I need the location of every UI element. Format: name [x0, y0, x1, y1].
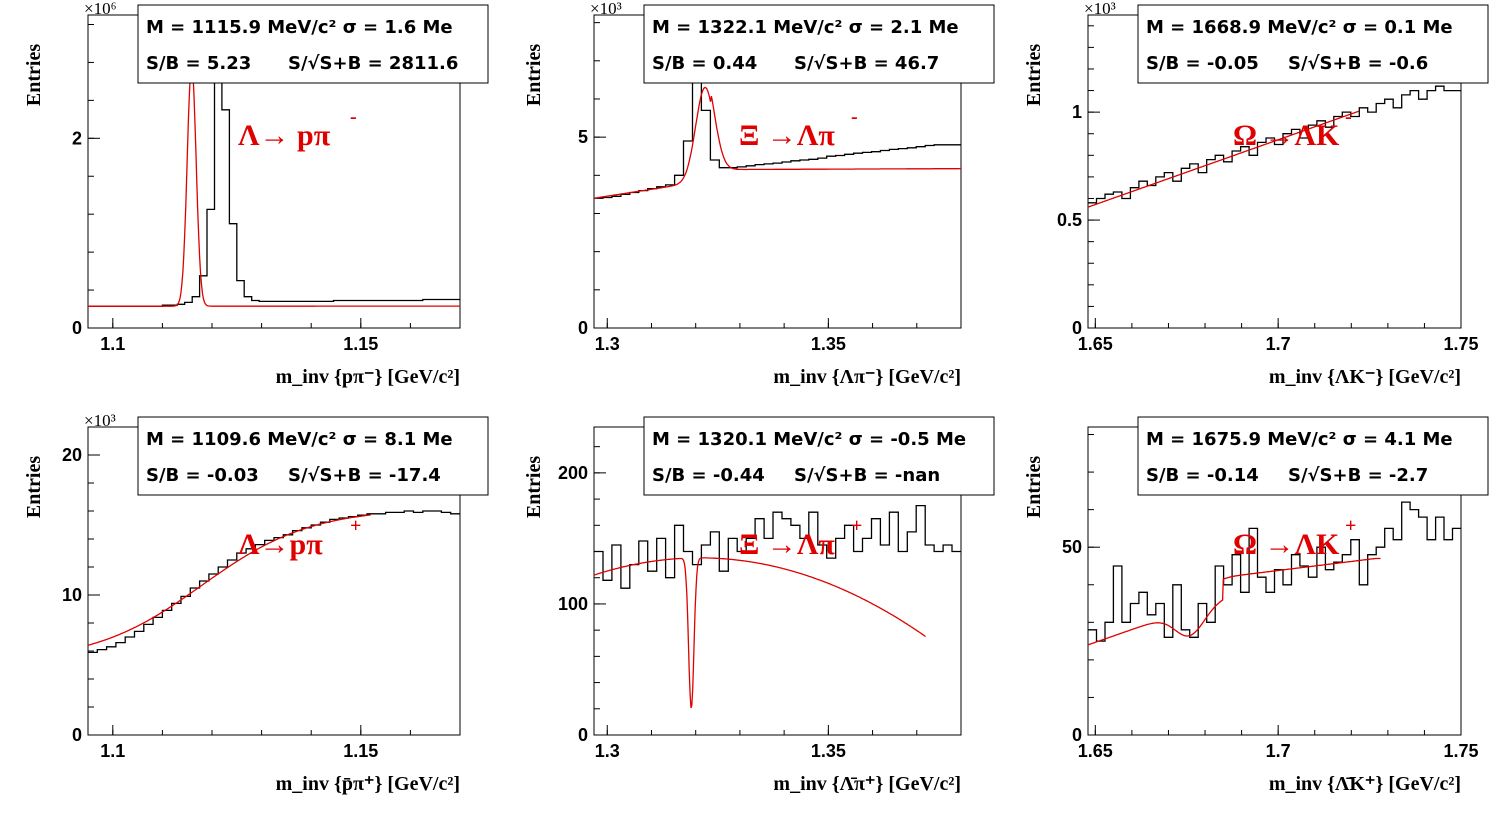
x-tick-label: 1.1 [100, 334, 125, 354]
decay-label-charge: + [350, 515, 361, 537]
x-axis-label: m_inv {Λπ⁻} [GeV/c²] [773, 366, 961, 388]
stats-significance-line: S/√S+B = 2811.6 [288, 53, 458, 74]
y-multiplier: ×10³ [84, 411, 116, 430]
stats-box [137, 4, 489, 84]
y-tick-label: 10 [62, 585, 82, 605]
y-axis-label: Entries [1023, 44, 1045, 106]
x-tick-label: 1.3 [595, 334, 620, 354]
x-tick-label: 1.65 [1078, 334, 1113, 354]
fit-curve [593, 86, 961, 199]
stats-significance-line: S/√S+B = -0.6 [1288, 53, 1428, 74]
decay-label: Ξ →Λπ [739, 528, 835, 561]
decay-label: Ω →ΛK [1233, 119, 1340, 152]
y-tick-label: 50 [1062, 537, 1082, 557]
stats-significance-line: S/√S+B = -2.7 [1288, 465, 1428, 486]
x-tick-label: 1.7 [1266, 334, 1291, 354]
y-tick-label: 100 [558, 594, 588, 614]
fit-curve [87, 514, 371, 646]
y-tick-label: 0 [578, 725, 588, 745]
stats-sb-line: S/B = -0.03 [146, 465, 259, 486]
x-tick-label: 1.7 [1266, 741, 1291, 761]
x-axis-label: m_inv {Λ̄π⁺} [GeV/c²] [773, 773, 961, 795]
stats-mass-line: M = 1322.1 MeV/c² σ = 2.1 Me [652, 17, 959, 38]
chart-panel-antixi: 1.3 1.35 0 100 200 Entries m_inv {Λ̄π⁺} [GeV/c… [523, 416, 995, 795]
stats-box [643, 416, 995, 496]
stats-mass-line: M = 1320.1 MeV/c² σ = -0.5 Me [652, 429, 966, 450]
y-tick-label: 0 [72, 725, 82, 745]
x-tick-label: 1.1 [100, 741, 125, 761]
chart-panel-xi: 1.3 1.35 0 5 ×10³ Entries m_inv {Λπ⁻} [GeV/c²]… [523, 0, 995, 388]
fit-curve [1087, 557, 1381, 646]
histogram-series [88, 47, 460, 307]
decay-label: Λ→pπ [238, 528, 323, 561]
y-tick-label: 0 [72, 318, 82, 338]
histogram-series [88, 510, 460, 654]
x-axis-label: m_inv {p̄π⁺} [GeV/c²] [276, 773, 460, 795]
y-axis-label: Entries [523, 456, 545, 518]
stats-box [1137, 4, 1489, 84]
stats-mass-line: M = 1675.9 MeV/c² σ = 4.1 Me [1146, 429, 1453, 450]
decay-label-charge: - [851, 106, 858, 128]
stats-sb-line: S/B = -0.44 [652, 465, 765, 486]
stats-box [137, 416, 489, 496]
y-tick-label: 0 [578, 318, 588, 338]
x-axis-label: m_inv {ΛK⁻} [GeV/c²] [1269, 366, 1461, 388]
fit-curve [88, 64, 460, 307]
x-tick-label: 1.15 [343, 741, 378, 761]
y-multiplier: ×10³ [590, 0, 622, 18]
y-axis-label: Entries [23, 456, 45, 518]
stats-sb-line: S/B = -0.05 [1146, 53, 1259, 74]
x-tick-label: 1.3 [595, 741, 620, 761]
stats-mass-line: M = 1115.9 MeV/c² σ = 1.6 Me [146, 17, 453, 38]
decay-label: Λ→ pπ [238, 119, 331, 152]
stats-sb-line: S/B = 0.44 [652, 53, 757, 74]
x-tick-label: 1.35 [811, 334, 846, 354]
decay-label: Ω →ΛK [1233, 528, 1340, 561]
stats-significance-line: S/√S+B = -17.4 [288, 465, 441, 486]
chart-panel-omega: 1.65 1.7 1.75 0 0.5 1 ×10³ Entries m_inv {ΛK⁻} [… [1023, 0, 1489, 388]
y-tick-label: 20 [62, 445, 82, 465]
stats-box [643, 4, 995, 84]
chart-panel-lambda: 1.1 1.15 0 2 ×10⁶ Entries m_inv {pπ⁻} [GeV/c²]… [23, 0, 489, 388]
x-tick-label: 1.35 [811, 741, 846, 761]
histogram-series [1088, 501, 1461, 642]
x-axis-label: m_inv {Λ̄K⁺} [GeV/c²] [1269, 773, 1461, 795]
fit-curve [1087, 110, 1359, 208]
decay-label-charge: + [1345, 515, 1356, 537]
y-axis-label: Entries [1023, 456, 1045, 518]
stats-mass-line: M = 1109.6 MeV/c² σ = 8.1 Me [146, 429, 453, 450]
y-multiplier: ×10³ [1084, 0, 1116, 18]
decay-label: Ξ →Λπ [739, 119, 835, 152]
y-axis-label: Entries [523, 44, 545, 106]
y-multiplier: ×10⁶ [84, 0, 117, 18]
histogram-series [594, 504, 961, 589]
y-tick-label: 2 [72, 128, 82, 148]
stats-mass-line: M = 1668.9 MeV/c² σ = 0.1 Me [1146, 17, 1453, 38]
y-tick-label: 0 [1072, 725, 1082, 745]
fit-curve [593, 557, 926, 709]
y-tick-label: 200 [558, 463, 588, 483]
decay-label-charge: - [350, 106, 357, 128]
y-axis-label: Entries [23, 44, 45, 106]
x-tick-label: 1.65 [1078, 741, 1113, 761]
stats-box [1137, 416, 1489, 496]
decay-label-charge: - [1345, 106, 1352, 128]
y-tick-label: 0 [1072, 318, 1082, 338]
x-tick-label: 1.75 [1443, 334, 1478, 354]
y-tick-label: 0.5 [1057, 210, 1082, 230]
x-axis-label: m_inv {pπ⁻} [GeV/c²] [276, 366, 460, 388]
chart-panel-antiomega: 1.65 1.7 1.75 0 50 Entries m_inv {Λ̄K⁺} [GeV/c… [1023, 416, 1489, 795]
stats-significance-line: S/√S+B = 46.7 [794, 53, 939, 74]
y-tick-label: 5 [578, 127, 588, 147]
stats-sb-line: S/B = -0.14 [1146, 465, 1259, 486]
x-tick-label: 1.75 [1443, 741, 1478, 761]
decay-label-charge: + [851, 515, 862, 537]
stats-sb-line: S/B = 5.23 [146, 53, 251, 74]
y-tick-label: 1 [1072, 102, 1082, 122]
x-tick-label: 1.15 [343, 334, 378, 354]
stats-significance-line: S/√S+B = -nan [794, 465, 940, 486]
chart-panel-antilambda: 1.1 1.15 0 10 20×10³ Entries m_inv {p̄π⁺} [GeV… [23, 411, 489, 795]
